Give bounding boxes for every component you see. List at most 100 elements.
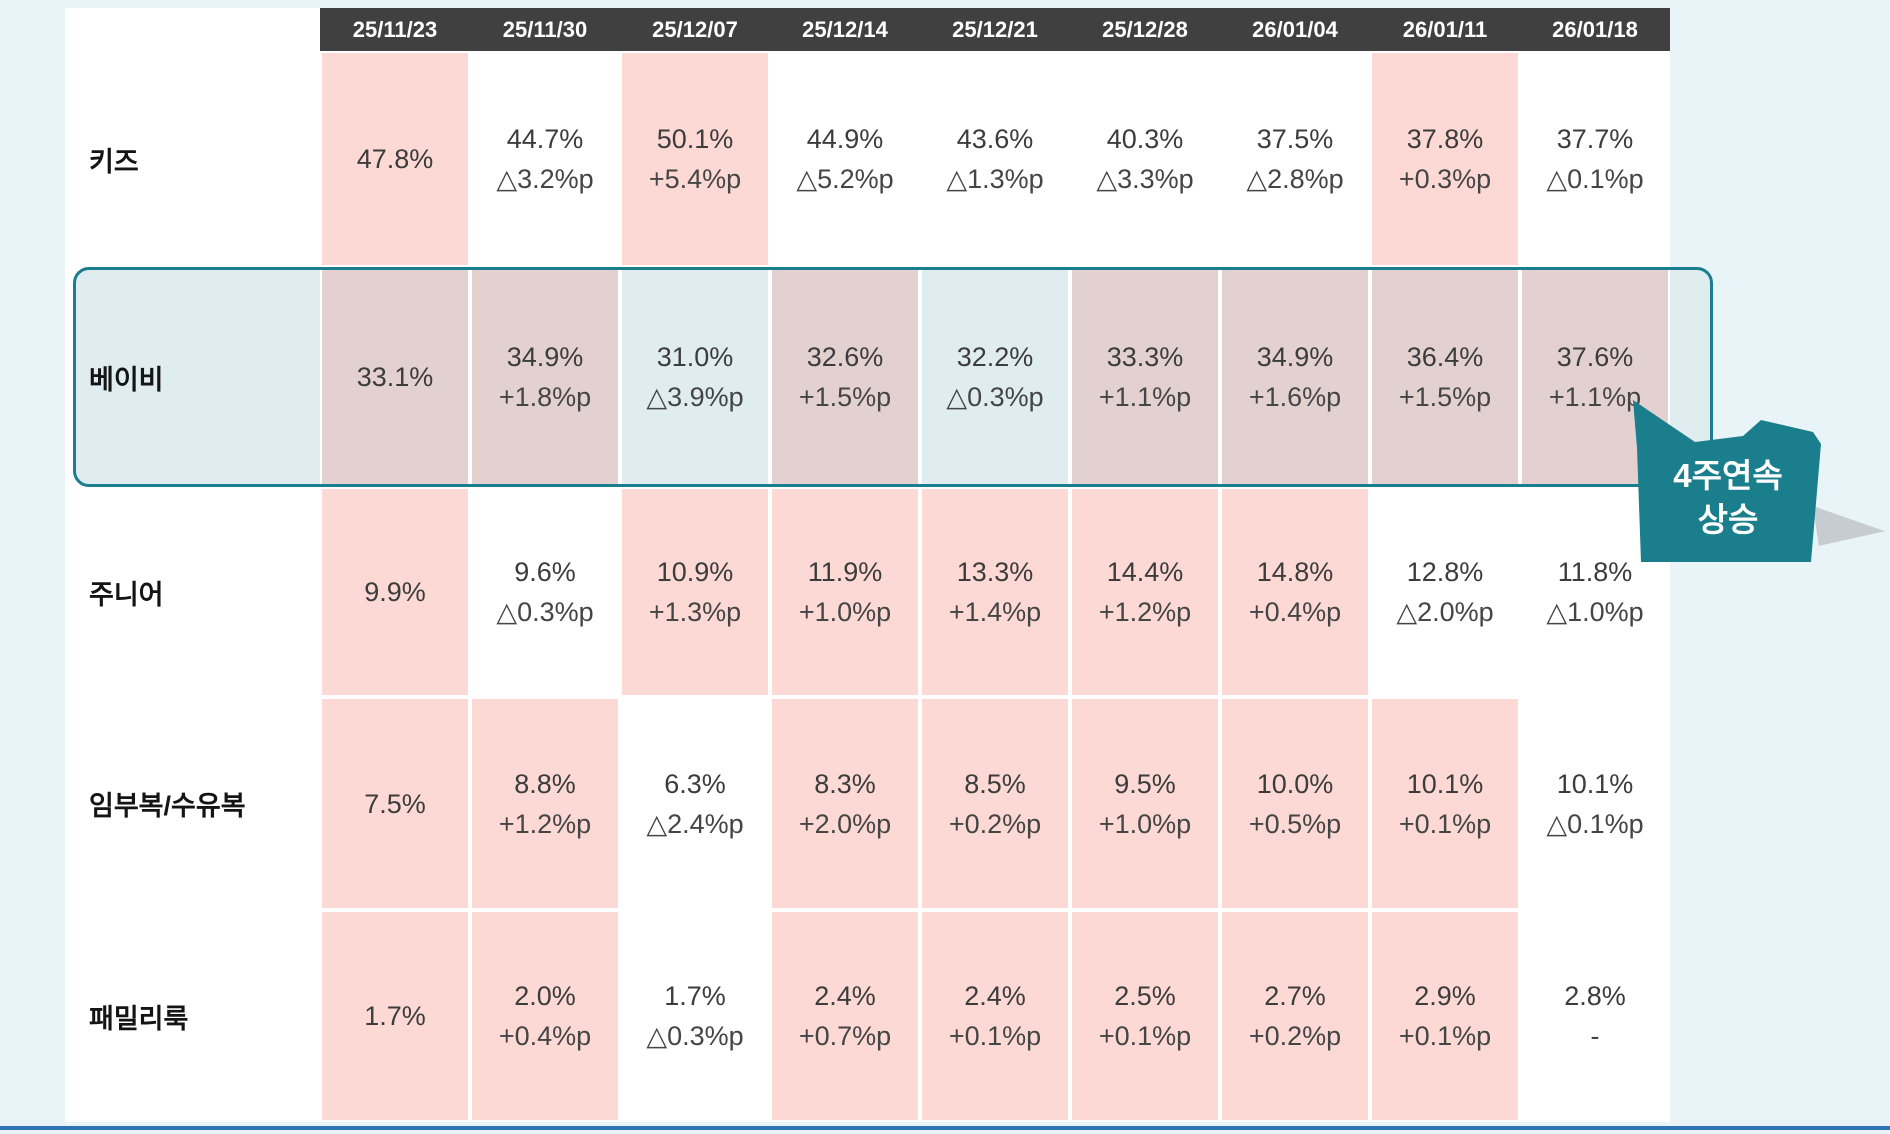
row-label: 키즈 (89, 146, 139, 177)
cell-value: 37.6% (1556, 342, 1634, 372)
data-cell: 44.9% △5.2%p (770, 51, 920, 267)
cell-value: 2.0% (514, 981, 576, 1011)
cell-value: 32.6% (806, 342, 884, 372)
data-cell: 12.8% △2.0%p (1370, 487, 1520, 697)
cell-change: +1.2%p (1098, 597, 1192, 627)
data-cell: 32.6% +1.5%p (770, 267, 920, 487)
data-cell: 10.1% +0.1%p (1370, 697, 1520, 910)
cell-value: 2.8% (1564, 981, 1626, 1011)
cell-value: 13.3% (956, 557, 1034, 587)
cell-change: +0.1%p (1398, 1021, 1492, 1051)
cell-change: △2.4%p (646, 808, 744, 839)
cell-value: 8.5% (964, 768, 1026, 799)
cell-value: 2.7% (1264, 981, 1326, 1011)
data-cell: 50.1% +5.4%p (620, 51, 770, 267)
cell-value: 14.8% (1256, 557, 1334, 587)
cell-value: 14.4% (1106, 557, 1184, 587)
cell-change: △0.3%p (946, 382, 1044, 412)
cell-change: +1.8%p (498, 382, 592, 412)
data-cell: 1.7% △0.3%p (620, 910, 770, 1122)
cell-change: +0.1%p (1098, 1021, 1192, 1051)
cell-change: △2.8%p (1246, 164, 1344, 194)
cell-change: +5.4%p (648, 164, 742, 194)
cell-value: 33.1% (356, 362, 434, 392)
data-cell: 11.9% +1.0%p (770, 487, 920, 697)
cell-change: +1.1%p (1098, 382, 1192, 412)
cell-value: 1.7% (664, 981, 726, 1011)
column-header: 25/11/23 (320, 8, 470, 51)
column-header: 25/12/28 (1070, 8, 1220, 51)
cell-value: 47.8% (356, 144, 434, 174)
data-cell: 32.2% △0.3%p (920, 267, 1070, 487)
callout-shape: 4주연속 상승 (1633, 400, 1821, 562)
data-cell: 37.6% +1.1%p (1520, 267, 1670, 487)
cell-change: - (1590, 1021, 1600, 1051)
cell-value: 2.4% (964, 981, 1026, 1011)
cell-change: +1.5%p (798, 382, 892, 412)
cell-change: +1.6%p (1248, 382, 1342, 412)
cell-value: 8.3% (814, 768, 876, 799)
cell-change: +0.5%p (1248, 808, 1342, 839)
data-cell: 37.7% △0.1%p (1520, 51, 1670, 267)
cell-value: 33.3% (1106, 342, 1184, 372)
data-cell: 1.7% (320, 910, 470, 1122)
cell-change: △3.9%p (646, 382, 744, 412)
row-label: 베이비 (89, 364, 164, 395)
data-cell: 9.5% +1.0%p (1070, 697, 1220, 910)
cell-change: +1.5%p (1398, 382, 1492, 412)
data-cell: 2.8% - (1520, 910, 1670, 1122)
cell-value: 40.3% (1106, 124, 1184, 154)
data-cell: 40.3% △3.3%p (1070, 51, 1220, 267)
data-cell: 34.9% +1.8%p (470, 267, 620, 487)
data-cell: 10.9% +1.3%p (620, 487, 770, 697)
cell-value: 31.0% (656, 342, 734, 372)
cell-value: 11.9% (807, 557, 883, 587)
data-cell: 2.9% +0.1%p (1370, 910, 1520, 1122)
data-cell: 37.5% △2.8%p (1220, 51, 1370, 267)
data-cell: 2.0% +0.4%p (470, 910, 620, 1122)
cell-value: 50.1% (656, 124, 734, 154)
column-header: 26/01/04 (1220, 8, 1370, 51)
data-cell: 8.3% +2.0%p (770, 697, 920, 910)
cell-value: 44.9% (806, 124, 884, 154)
data-cell: 10.0% +0.5%p (1220, 697, 1370, 910)
cell-change: +0.7%p (798, 1021, 892, 1051)
cell-change: +0.4%p (498, 1021, 592, 1051)
cell-value: 8.8% (514, 768, 576, 799)
data-cell: 36.4% +1.5%p (1370, 267, 1520, 487)
data-cell: 2.7% +0.2%p (1220, 910, 1370, 1122)
cell-change: +1.1%p (1548, 382, 1642, 412)
row-label: 주니어 (89, 579, 164, 610)
cell-value: 37.5% (1256, 124, 1334, 154)
data-cell: 43.6% △1.3%p (920, 51, 1070, 267)
data-cell: 33.3% +1.1%p (1070, 267, 1220, 487)
cell-change: △0.1%p (1546, 164, 1644, 194)
cell-value: 2.9% (1414, 981, 1476, 1011)
header-spacer (65, 8, 320, 51)
cell-change: +1.3%p (648, 597, 742, 627)
column-header: 25/11/30 (470, 8, 620, 51)
cell-value: 10.0% (1256, 768, 1334, 799)
cell-change: +1.2%p (498, 808, 592, 839)
column-header: 26/01/18 (1520, 8, 1670, 51)
data-cell: 13.3% +1.4%p (920, 487, 1070, 697)
column-header: 25/12/21 (920, 8, 1070, 51)
cell-change: △1.0%p (1546, 597, 1644, 627)
cell-value: 6.3% (664, 768, 726, 799)
cell-change: +1.0%p (1098, 808, 1192, 839)
row-label: 임부복/수유복 (89, 791, 246, 821)
column-header: 26/01/11 (1370, 8, 1520, 51)
cell-change: △0.3%p (496, 597, 594, 627)
cell-value: 32.2% (956, 342, 1034, 372)
callout-text: 4주연속 상승 (1637, 454, 1819, 542)
cell-value: 37.7% (1556, 124, 1634, 154)
cell-value: 2.5% (1114, 981, 1176, 1011)
cell-value: 10.1% (1556, 768, 1634, 799)
weekly-share-table: 25/11/23 25/11/30 25/12/07 25/12/14 25/12/21… (65, 8, 1713, 1122)
callout-bubble: 4주연속 상승 (1595, 398, 1885, 566)
cell-value: 2.4% (814, 981, 876, 1011)
data-cell: 34.9% +1.6%p (1220, 267, 1370, 487)
data-cell: 31.0% △3.9%p (620, 267, 770, 487)
cell-value: 34.9% (1256, 342, 1334, 372)
